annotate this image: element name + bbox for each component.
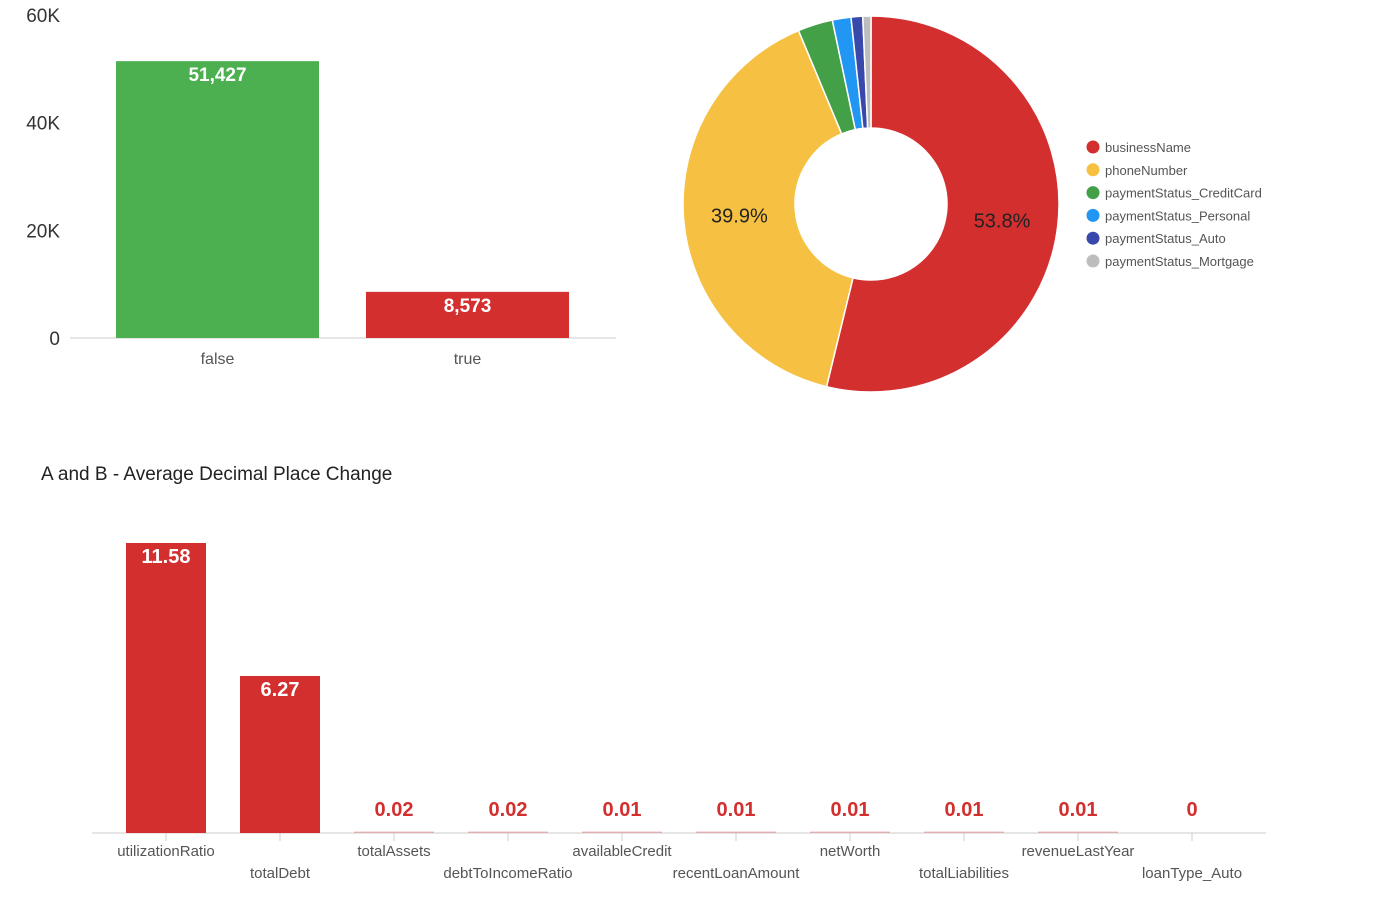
x-tick-label: netWorth [820,843,881,860]
x-tick-label: totalDebt [250,865,311,882]
bar-chart-flag: 0 20K 40K 60K 51,427 false 8,573 true [26,6,616,368]
bar [354,831,434,833]
x-tick-label: availableCredit [572,843,672,860]
legend-label: businessName [1105,140,1191,155]
bar-value-label: 51,427 [188,65,246,86]
y-tick-label: 40K [26,114,60,135]
bar [126,543,206,833]
bar [924,831,1004,833]
legend-label: paymentStatus_CreditCard [1105,186,1262,201]
bar-value-label: 0.02 [489,799,528,821]
bar-value-label: 0.01 [831,799,870,821]
slice-label: 39.9% [711,205,768,227]
bar-value-label: 0 [1186,799,1197,821]
x-tick-label: totalAssets [357,843,430,860]
y-tick-label: 0 [49,329,60,350]
legend-label: paymentStatus_Auto [1105,231,1226,246]
bar-value-label: 6.27 [261,679,300,701]
x-tick-label: loanType_Auto [1142,865,1242,882]
bar [468,831,548,833]
bar-value-label: 0.01 [945,799,984,821]
bar [366,291,569,338]
y-tick-label: 20K [26,221,60,242]
x-tick-label: totalLiabilities [919,865,1009,882]
x-tick-label: debtToIncomeRatio [443,865,572,882]
pie-slice [682,29,854,388]
x-tick-label: revenueLastYear [1022,843,1135,860]
y-tick-label: 60K [26,6,60,27]
donut-chart: 53.8% 39.9% businessName phoneNumber payment… [682,15,1262,393]
pie-slice [825,15,1060,393]
bar-value-label: 0.01 [717,799,756,821]
pie-slice [861,15,872,129]
bar-value-label: 0.01 [603,799,642,821]
bar-value-label: 0.02 [375,799,414,821]
x-tick-label: true [454,351,482,368]
legend-label: paymentStatus_Mortgage [1105,254,1254,269]
x-tick-label: recentLoanAmount [673,865,801,882]
x-tick-label: false [201,351,235,368]
bar-value-label: 0.01 [1059,799,1098,821]
legend-label: paymentStatus_Personal [1105,208,1250,223]
legend-marker [1086,163,1100,177]
legend-marker [1086,231,1100,245]
legend-marker [1086,254,1100,268]
bar [696,831,776,833]
x-tick-label: utilizationRatio [117,843,215,860]
bar [116,61,319,339]
bar-value-label: 8,573 [444,296,492,317]
bar [810,831,890,833]
legend-marker [1086,186,1100,200]
legend-label: phoneNumber [1105,163,1188,178]
bar [240,675,320,833]
legend-marker [1086,140,1100,154]
legend-marker [1086,208,1100,222]
bar [582,831,662,833]
bar-value-label: 11.58 [142,546,191,568]
bar [1038,831,1118,833]
chart-title: A and B - Average Decimal Place Change [41,464,393,485]
slice-label: 53.8% [974,211,1031,233]
